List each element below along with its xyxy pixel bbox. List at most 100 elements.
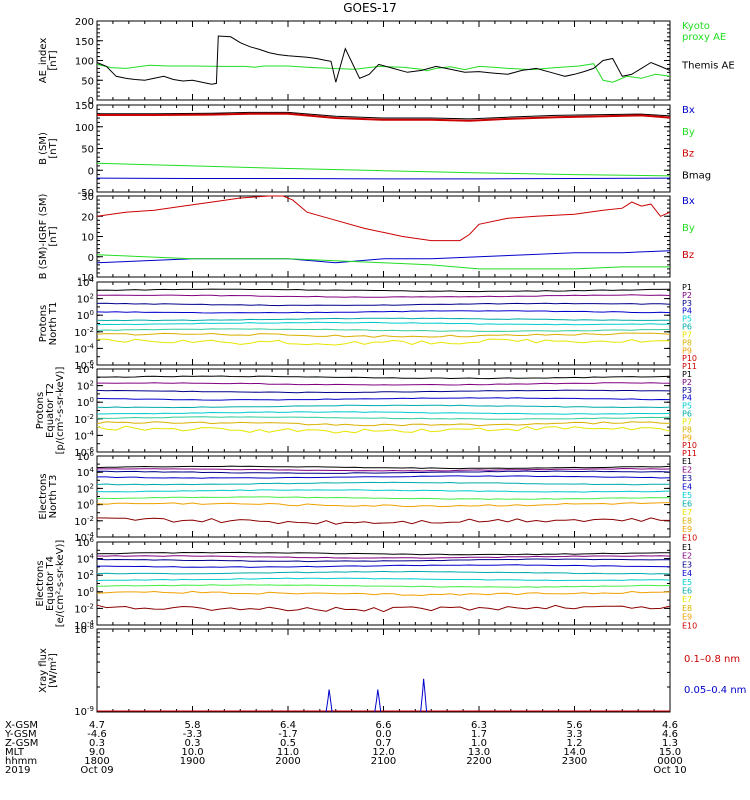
x-axis-value: 14.0	[563, 747, 585, 758]
panel-frame	[96, 541, 671, 626]
legend-entry: E7	[682, 595, 692, 604]
legend-entry: P7	[682, 330, 692, 339]
x-axis-value: 1.3	[662, 738, 678, 749]
flux-line	[96, 551, 670, 556]
xray-spike	[420, 678, 428, 713]
y-tick-label: 104	[77, 466, 95, 479]
x-axis-value: 2100	[371, 756, 396, 767]
legend-entry: P11	[682, 449, 697, 458]
x-axis-value: 2200	[466, 756, 491, 767]
y-tick-label: 10	[81, 233, 94, 244]
flux-line	[96, 421, 671, 427]
legend-entry: P10	[682, 354, 697, 363]
legend-entry: P4	[682, 307, 692, 316]
y-tick-label: 102	[77, 482, 94, 495]
legend-entry: Themis AE	[681, 61, 735, 72]
y-axis-label: [nT]	[48, 50, 59, 70]
flux-line	[96, 470, 671, 474]
x-axis-value: 4.6	[662, 720, 678, 731]
y-tick-label: 10-4	[74, 531, 94, 544]
y-axis-label: Electrons	[35, 560, 46, 606]
legend-entry: E6	[682, 587, 692, 596]
x-axis-value: 5.8	[185, 720, 201, 731]
y-tick-label: 106	[77, 450, 95, 463]
flux-line	[96, 489, 671, 493]
legend-entry: Bmag	[682, 170, 711, 181]
legend-entry: P2	[682, 291, 692, 300]
legend-entry: E3	[682, 560, 692, 569]
y-axis-label: Electrons	[38, 473, 49, 519]
y-tick-label: 10-6	[74, 446, 94, 459]
x-axis-value: 2000	[275, 756, 300, 767]
x-axis-row-label: MLT	[5, 747, 25, 758]
legend-entry: P6	[682, 323, 692, 332]
flux-line	[97, 375, 671, 380]
legend-entry: E5	[682, 491, 692, 500]
legend-entry: E2	[682, 466, 692, 475]
panel-frame	[96, 628, 671, 713]
y-tick-label: 102	[77, 380, 94, 393]
legend-entry: 0.1–0.8 nm	[684, 654, 740, 665]
y-tick-label: 104	[77, 363, 95, 376]
y-tick-label: 10-6	[74, 359, 94, 372]
flux-line	[96, 321, 671, 326]
legend-entry: P5	[682, 402, 692, 411]
y-tick-label: 30	[81, 192, 94, 203]
x-axis-value: Oct 09	[80, 765, 113, 776]
series-line	[97, 112, 671, 122]
legend-entry: E1	[682, 543, 692, 552]
y-axis-label: B (SM)-IGRF (SM)	[38, 194, 49, 280]
y-tick-label: 10-9	[74, 705, 94, 718]
legend-entry: P1	[682, 283, 692, 292]
y-tick-label: 10-4	[74, 429, 94, 442]
legend-entry: E6	[682, 500, 692, 509]
flux-line	[96, 302, 671, 307]
legend-entry: 0.05–0.4 nm	[684, 685, 746, 696]
x-axis-value: 12.0	[372, 747, 394, 758]
legend-entry: E2	[682, 552, 692, 561]
x-axis-value: Oct 10	[653, 765, 686, 776]
y-tick-label: 200	[75, 17, 94, 28]
flux-line	[97, 496, 670, 500]
legend-entry: Bz	[682, 149, 694, 160]
legend-entry: P9	[682, 346, 692, 355]
flux-line	[96, 558, 671, 563]
y-tick-label: 100	[77, 499, 94, 512]
y-tick-label: 50	[81, 76, 94, 87]
legend-entry: E9	[682, 613, 692, 622]
y-axis-label: Protons	[35, 392, 46, 429]
y-tick-label: 0	[88, 96, 94, 107]
legend-entry: E8	[682, 604, 692, 613]
y-axis-label: North T1	[48, 302, 59, 346]
legend-entry: P1	[682, 370, 692, 379]
y-tick-label: 10-2	[74, 413, 94, 426]
legend-entry: By	[682, 127, 695, 138]
y-tick-label: 50	[81, 145, 94, 156]
y-tick-label: 10-8	[74, 623, 94, 636]
y-axis-label: [nT]	[48, 226, 59, 246]
legend-entry: E10	[682, 621, 697, 630]
y-tick-label: 10-2	[74, 326, 94, 339]
legend-entry: proxy AE	[682, 32, 726, 43]
legend-entry: E10	[682, 534, 697, 543]
legend-entry: By	[682, 223, 695, 234]
y-tick-label: 20	[81, 212, 94, 223]
legend-entry: E3	[682, 474, 692, 483]
flux-line	[96, 481, 670, 486]
flux-line	[96, 502, 671, 508]
legend-entry: P10	[682, 441, 697, 450]
x-axis-value: 1800	[84, 756, 109, 767]
flux-line	[96, 317, 671, 322]
y-axis-label: [p/(cm²-s-sr-keV)]	[55, 367, 66, 455]
legend-entry: P4	[682, 394, 692, 403]
y-axis-label: [e/(cm²-s-sr-keV)]	[55, 540, 66, 628]
legend-entry: P8	[682, 338, 692, 347]
y-tick-label: 102	[77, 569, 94, 582]
x-axis-value: 0.3	[89, 738, 105, 749]
flux-line	[96, 332, 671, 338]
y-tick-label: 150	[75, 101, 94, 112]
legend-entry: Kyoto	[682, 21, 710, 32]
y-axis-label: Equator T4	[45, 556, 56, 611]
panel-frame	[96, 20, 671, 101]
x-axis-value: 1.0	[471, 738, 487, 749]
